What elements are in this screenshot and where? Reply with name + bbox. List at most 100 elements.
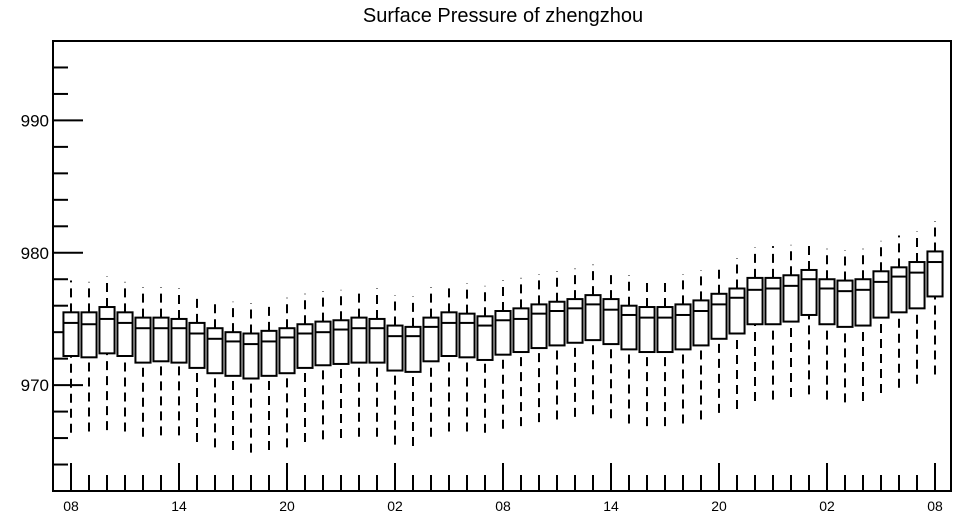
box-body <box>782 274 800 323</box>
x-tick-label: 14 <box>603 498 619 514</box>
box-body <box>620 304 638 351</box>
box <box>674 273 692 424</box>
box <box>926 221 944 375</box>
box <box>692 269 710 420</box>
box <box>368 288 386 437</box>
axis-ticks: 970 980 990 08 14 20 02 08 14 20 02 08 <box>21 40 943 514</box>
box <box>890 235 908 388</box>
box-body <box>170 317 188 364</box>
box-body <box>224 331 242 377</box>
box-body <box>278 327 296 375</box>
box <box>638 277 656 427</box>
x-tick-label: 14 <box>171 498 187 514</box>
box-body <box>242 332 260 380</box>
box-body <box>728 287 746 335</box>
box <box>170 288 188 436</box>
box <box>206 299 224 448</box>
box <box>404 296 422 446</box>
box <box>584 264 602 415</box>
box <box>800 240 818 395</box>
box <box>620 275 638 424</box>
box-body <box>692 299 710 347</box>
box-body <box>386 324 404 372</box>
x-tick-label: 08 <box>63 498 79 514</box>
box-body <box>206 327 224 375</box>
box-body <box>746 276 764 326</box>
box-body <box>530 303 548 350</box>
box-body <box>512 307 530 354</box>
box <box>728 258 746 409</box>
box <box>548 271 566 420</box>
box <box>494 280 512 429</box>
box-body <box>566 298 584 344</box>
box-body <box>458 312 476 359</box>
box <box>152 287 170 436</box>
box <box>278 297 296 448</box>
box-body <box>602 298 620 346</box>
box-body <box>764 276 782 326</box>
box <box>62 280 80 433</box>
box <box>188 293 206 443</box>
y-tick-label: 980 <box>21 244 49 263</box>
box <box>350 288 368 437</box>
box <box>260 301 278 450</box>
box <box>422 287 440 437</box>
box-body <box>134 316 152 364</box>
boxes <box>62 221 944 453</box>
box-body <box>908 261 926 310</box>
box <box>872 240 890 394</box>
box <box>782 244 800 398</box>
chart-title: Surface Pressure of zhengzhou <box>363 5 643 27</box>
box <box>818 248 836 400</box>
box <box>530 273 548 423</box>
box <box>854 248 872 401</box>
x-tick-label: 02 <box>819 498 835 514</box>
box <box>836 250 854 403</box>
box <box>908 231 926 384</box>
box-body <box>890 266 908 314</box>
x-tick-label: 02 <box>387 498 403 514</box>
box-body <box>422 316 440 363</box>
y-tick-label: 990 <box>21 111 49 130</box>
box-body <box>854 278 872 327</box>
box-body <box>296 323 314 369</box>
box-body <box>710 292 728 340</box>
box-body <box>332 319 350 365</box>
box-body <box>404 325 422 373</box>
box <box>386 295 404 445</box>
box <box>512 277 530 427</box>
box-body <box>62 311 80 357</box>
box-body <box>548 300 566 347</box>
box <box>440 283 458 432</box>
box-body <box>98 306 116 355</box>
x-tick-label: 20 <box>711 498 727 514</box>
box-body <box>656 306 674 354</box>
box <box>116 281 134 432</box>
box-body <box>836 279 854 328</box>
box-body <box>638 306 656 354</box>
y-tick-label: 970 <box>21 376 49 395</box>
box-body <box>260 329 278 377</box>
x-tick-label: 08 <box>927 498 943 514</box>
box-body <box>188 321 206 369</box>
box <box>242 303 260 453</box>
box <box>710 264 728 413</box>
box-body <box>368 317 386 364</box>
box <box>296 293 314 443</box>
box <box>746 247 764 401</box>
box-body <box>818 278 836 326</box>
plot-frame <box>52 40 952 492</box>
box-body <box>152 316 170 363</box>
box-body <box>440 311 458 357</box>
box-body <box>116 311 134 357</box>
box-body <box>476 315 494 361</box>
box-body <box>80 311 98 359</box>
box-body <box>314 320 332 367</box>
box-body <box>800 268 818 316</box>
box <box>314 291 332 440</box>
x-tick-label: 08 <box>495 498 511 514</box>
x-tick-label: 20 <box>279 498 295 514</box>
box <box>458 283 476 432</box>
box <box>80 281 98 432</box>
